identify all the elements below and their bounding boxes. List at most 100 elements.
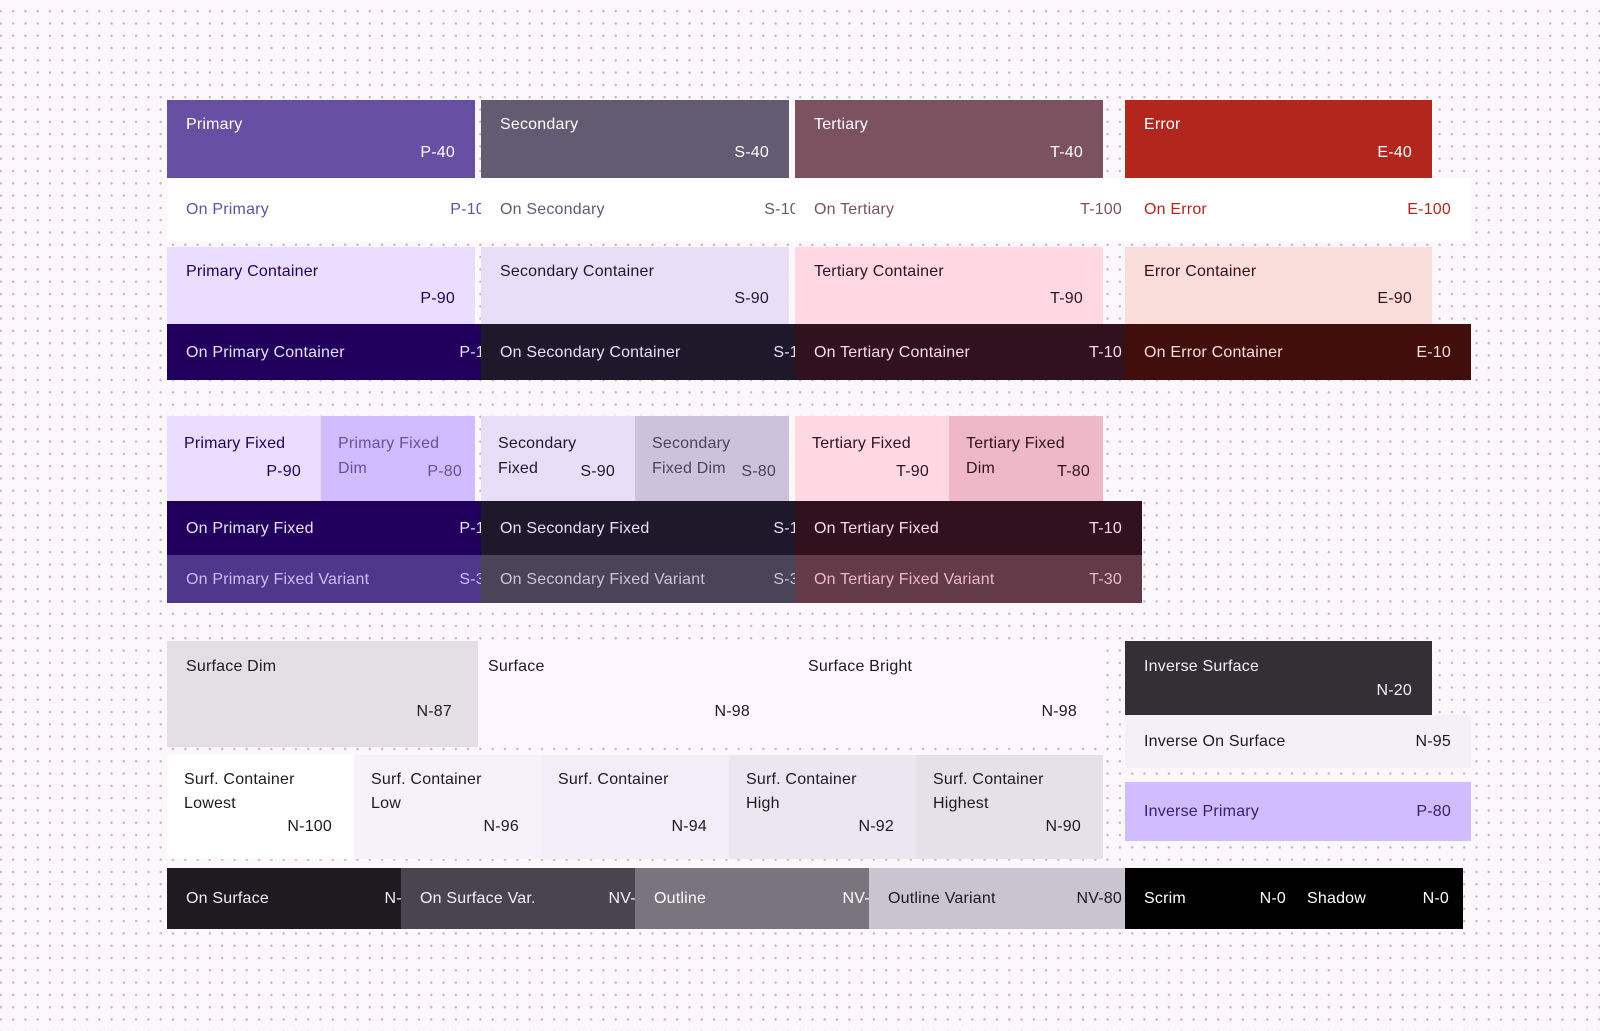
- on-secondary-swatch: On Secondary S-100: [481, 178, 828, 241]
- primary-container-swatch: Primary Container P-90: [167, 247, 475, 324]
- swatch-value: N-92: [858, 818, 894, 835]
- on-tertiary-swatch: On Tertiary T-100: [795, 178, 1142, 241]
- swatch-value: N-87: [416, 703, 452, 720]
- error-main-swatch: Error E-40: [1125, 100, 1432, 178]
- secondary-fixed-dim-swatch: Secondary Fixed Dim S-80: [635, 416, 789, 501]
- outline-swatch: Outline NV-50: [635, 868, 908, 929]
- swatch-value: E-90: [1377, 290, 1412, 307]
- tertiary-main-swatch: Tertiary T-40: [795, 100, 1103, 178]
- swatch-value: P-40: [420, 144, 455, 161]
- swatch-label: On Tertiary: [814, 201, 895, 218]
- swatch-value: N-94: [671, 818, 707, 835]
- swatch-label: On Secondary Fixed Variant: [500, 570, 706, 588]
- shadow-swatch: Shadow N-0: [1290, 868, 1463, 929]
- swatch-value: N-95: [1415, 733, 1451, 750]
- swatch-label: Surf. Container High: [746, 771, 857, 812]
- surface-swatch: Surface N-98: [478, 641, 780, 747]
- swatch-label: On Secondary Container: [500, 343, 681, 361]
- on-secondary-container-swatch: On Secondary Container S-10: [481, 324, 828, 380]
- swatch-label: Inverse On Surface: [1144, 733, 1286, 750]
- swatch-value: N-98: [1041, 703, 1077, 720]
- on-primary-container-swatch: On Primary Container P-10: [167, 324, 514, 380]
- swatch-label: Primary Fixed: [184, 435, 286, 452]
- on-primary-fixed-variant-swatch: On Primary Fixed Variant S-30: [167, 555, 514, 603]
- swatch-label: On Primary Fixed: [186, 519, 314, 537]
- swatch-label: Primary: [186, 116, 243, 133]
- on-secondary-fixed-variant-swatch: On Secondary Fixed Variant S-30: [481, 555, 828, 603]
- swatch-label: Secondary Container: [500, 263, 655, 280]
- swatch-value: E-10: [1416, 343, 1451, 361]
- secondary-fixed-swatch: Secondary Fixed S-90: [481, 416, 635, 501]
- scrim-swatch: Scrim N-0: [1125, 868, 1310, 929]
- primary-fixed-swatch: Primary Fixed P-90: [167, 416, 321, 501]
- swatch-label: On Secondary Fixed: [500, 519, 650, 537]
- swatch-value: T-40: [1050, 144, 1083, 161]
- swatch-label: Surface Dim: [186, 658, 277, 675]
- on-primary-swatch: On Primary P-100: [167, 178, 514, 241]
- swatch-label: Surf. Container Low: [371, 771, 482, 812]
- swatch-value: N-0: [1422, 890, 1449, 907]
- swatch-label: On Tertiary Fixed: [814, 519, 939, 537]
- swatch-value: E-100: [1407, 201, 1451, 218]
- swatch-value: N-100: [287, 818, 332, 835]
- surface-bright-swatch: Surface Bright N-98: [780, 641, 1103, 747]
- swatch-label: On Error: [1144, 201, 1207, 218]
- swatch-label: Tertiary Fixed: [812, 435, 911, 452]
- swatch-label: Outline Variant: [888, 890, 996, 907]
- secondary-main-swatch: Secondary S-40: [481, 100, 789, 178]
- surface-container-highest-swatch: Surf. Container Highest N-90: [916, 755, 1103, 859]
- on-surface-variant-swatch: On Surface Var. NV-30: [401, 868, 674, 929]
- surface-container-lowest-swatch: Surf. Container Lowest N-100: [167, 755, 354, 859]
- swatch-value: N-0: [1259, 890, 1286, 907]
- swatch-value: P-90: [420, 290, 455, 307]
- swatch-value: T-90: [896, 463, 929, 480]
- swatch-value: N-98: [714, 703, 750, 720]
- swatch-label: On Primary Fixed Variant: [186, 570, 370, 588]
- swatch-label: Outline: [654, 890, 707, 907]
- swatch-label: Secondary Fixed Dim: [652, 435, 731, 477]
- swatch-label: Shadow: [1307, 890, 1367, 907]
- swatch-label: Error: [1144, 116, 1181, 133]
- swatch-label: Tertiary Container: [814, 263, 944, 280]
- swatch-value: P-80: [1416, 803, 1451, 820]
- secondary-container-swatch: Secondary Container S-90: [481, 247, 789, 324]
- surface-container-swatch: Surf. Container N-94: [541, 755, 729, 859]
- swatch-label: On Tertiary Container: [814, 343, 970, 361]
- swatch-label: Surf. Container Highest: [933, 771, 1044, 812]
- swatch-value: NV-80: [1076, 890, 1122, 907]
- swatch-label: Surf. Container: [558, 771, 669, 788]
- swatch-value: T-10: [1089, 343, 1122, 361]
- swatch-label: Inverse Surface: [1144, 658, 1260, 675]
- on-secondary-fixed-swatch: On Secondary Fixed S-10: [481, 501, 828, 555]
- inverse-primary-swatch: Inverse Primary P-80: [1125, 782, 1471, 841]
- on-tertiary-fixed-swatch: On Tertiary Fixed T-10: [795, 501, 1142, 555]
- swatch-label: Secondary Fixed: [498, 435, 577, 477]
- swatch-value: S-90: [734, 290, 769, 307]
- surface-dim-swatch: Surface Dim N-87: [167, 641, 478, 747]
- primary-fixed-dim-swatch: Primary Fixed Dim P-80: [321, 416, 475, 501]
- swatch-label: On Primary Container: [186, 343, 345, 361]
- swatch-value: T-100: [1080, 201, 1122, 218]
- swatch-label: Surface: [488, 658, 545, 675]
- swatch-label: On Secondary: [500, 201, 605, 218]
- error-container-swatch: Error Container E-90: [1125, 247, 1432, 324]
- swatch-value: N-96: [483, 818, 519, 835]
- primary-main-swatch: Primary P-40: [167, 100, 475, 178]
- on-surface-swatch: On Surface N-10: [167, 868, 440, 929]
- swatch-value: P-80: [427, 463, 462, 480]
- swatch-label: Primary Fixed Dim: [338, 435, 440, 477]
- swatch-value: S-90: [580, 463, 615, 480]
- swatch-value: E-40: [1377, 144, 1412, 161]
- swatch-label: On Surface: [186, 890, 269, 907]
- swatch-value: T-90: [1050, 290, 1083, 307]
- swatch-label: On Tertiary Fixed Variant: [814, 570, 995, 588]
- swatch-value: T-80: [1057, 463, 1090, 480]
- swatch-label: On Error Container: [1144, 343, 1283, 361]
- swatch-value: P-90: [266, 463, 301, 480]
- swatch-label: On Surface Var.: [420, 890, 536, 907]
- inverse-surface-swatch: Inverse Surface N-20: [1125, 641, 1432, 715]
- swatch-value: N-90: [1045, 818, 1081, 835]
- tertiary-fixed-dim-swatch: Tertiary Fixed Dim T-80: [949, 416, 1103, 501]
- on-tertiary-container-swatch: On Tertiary Container T-10: [795, 324, 1142, 380]
